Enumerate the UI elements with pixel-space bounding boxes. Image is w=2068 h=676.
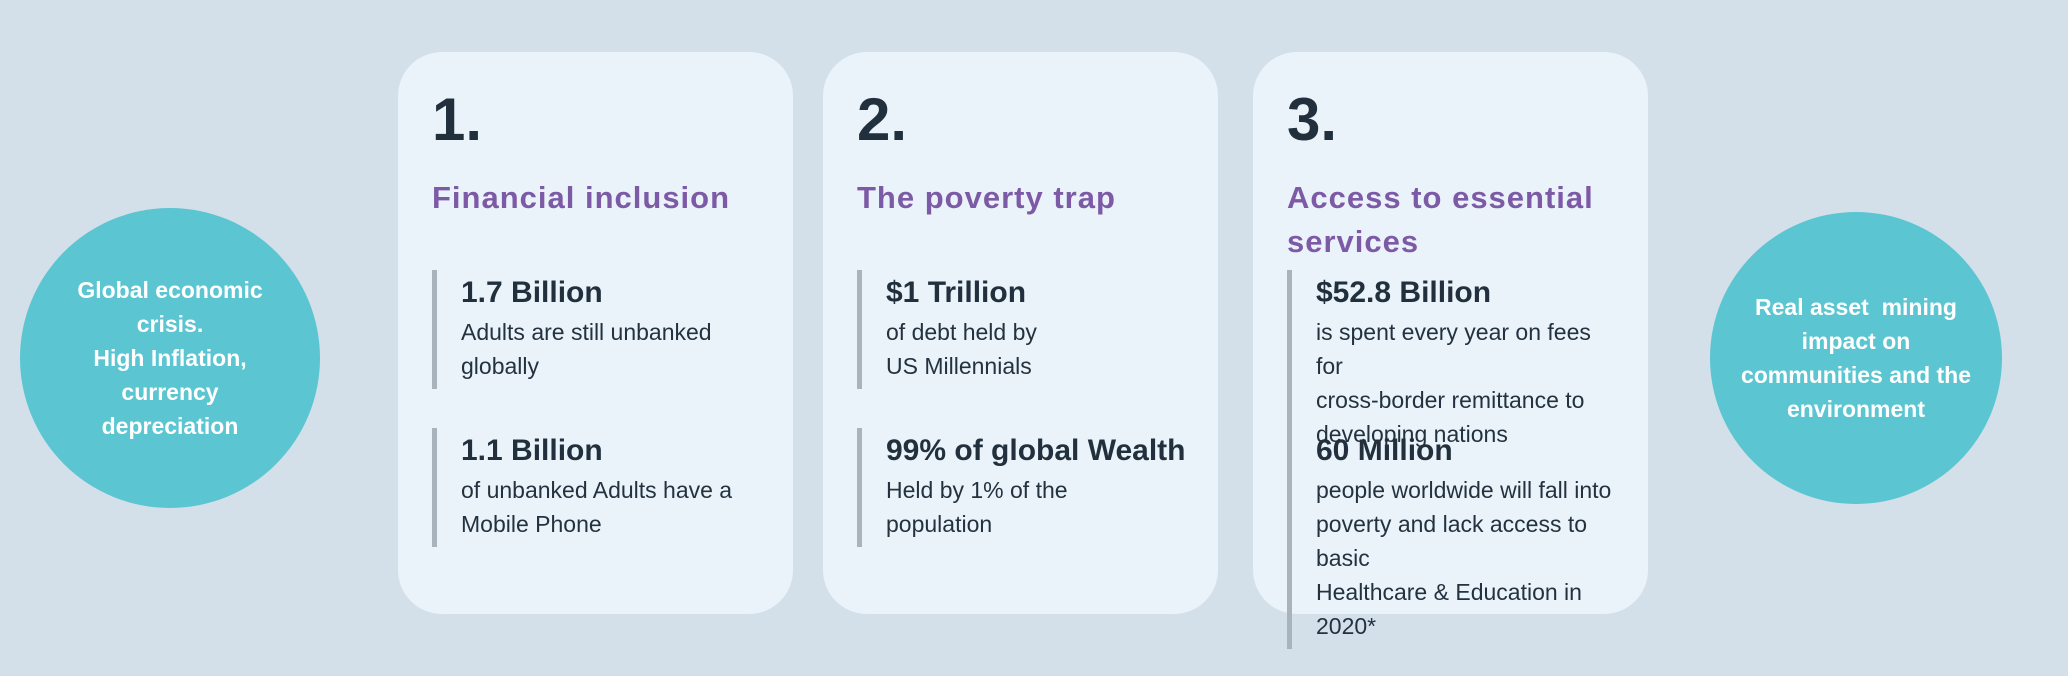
stat-remittance-fees: $52.8 Billion is spent every year on fee… — [1287, 270, 1622, 457]
stat-description: Adults are still unbanked globally — [461, 319, 712, 379]
card-title: Financial inclusion — [432, 180, 731, 215]
mining-impact-bubble: Real asset mining impact on communities … — [1710, 212, 2002, 504]
bubble-text-line: communities and the — [1740, 362, 1972, 388]
stat-value: $52.8 Billion — [1316, 276, 1492, 309]
stat-unbanked-adults: 1.7 Billion Adults are still unbanked gl… — [432, 270, 767, 389]
global-crisis-bubble: Global economic crisis. High Inflation, … — [20, 208, 320, 508]
card-financial-inclusion: 1. Financial inclusion 1.7 Billion Adult… — [398, 52, 793, 614]
stat-value: 60 Million — [1316, 434, 1453, 467]
stat-description: people worldwide will fall into poverty … — [1316, 477, 1612, 639]
card-access-essential-services: 3. Access to essential services $52.8 Bi… — [1253, 52, 1648, 649]
bubble-text-line: impact on — [1801, 328, 1911, 354]
global-crisis-bubble-text: Global economic crisis. High Inflation, … — [51, 273, 288, 443]
card-title: The poverty trap — [857, 180, 1116, 215]
card-number: 1. — [432, 86, 483, 153]
card-number: 2. — [857, 86, 908, 153]
bubble-text-line: environment — [1786, 396, 1925, 422]
stat-description: is spent every year on fees for cross-bo… — [1316, 319, 1591, 447]
bubble-text-line: crisis. — [136, 311, 204, 337]
stat-millennial-debt: $1 Trillion of debt held by US Millennia… — [857, 270, 1192, 389]
bubble-text-line: High Inflation, — [93, 345, 247, 371]
stat-value: $1 Trillion — [886, 276, 1027, 309]
bubble-text-line: depreciation — [101, 413, 239, 439]
bubble-text-line: currency — [121, 379, 219, 405]
stat-wealth-concentration: 99% of global Wealth Held by 1% of the p… — [857, 428, 1192, 547]
card-poverty-trap: 2. The poverty trap $1 Trillion of debt … — [823, 52, 1218, 614]
stat-value: 1.7 Billion — [461, 276, 603, 309]
stat-description: of unbanked Adults have a Mobile Phone — [461, 477, 733, 537]
stat-description: Held by 1% of the population — [886, 477, 1068, 537]
stat-description: of debt held by US Millennials — [886, 319, 1037, 379]
stat-mobile-phone: 1.1 Billion of unbanked Adults have a Mo… — [432, 428, 767, 547]
stat-value: 99% of global Wealth — [886, 434, 1186, 467]
bubble-text-line: Global economic — [77, 277, 263, 303]
stat-poverty-forecast: 60 Million people worldwide will fall in… — [1287, 428, 1622, 649]
bubble-text-line: Real asset mining — [1755, 294, 1957, 320]
card-title: Access to essential services — [1287, 180, 1594, 259]
stat-value: 1.1 Billion — [461, 434, 603, 467]
card-number: 3. — [1287, 86, 1338, 153]
mining-impact-bubble-text: Real asset mining impact on communities … — [1715, 290, 1997, 426]
